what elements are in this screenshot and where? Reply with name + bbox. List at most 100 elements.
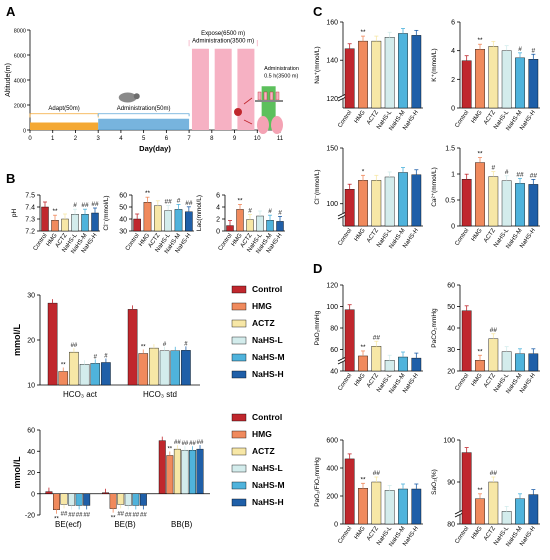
B4-bar-control [47, 302, 58, 386]
B2-ytick-label: 30 [119, 229, 127, 236]
D2-ytick-label: 50 [447, 304, 455, 311]
B2-bar-control [133, 218, 141, 232]
B3-ytick-label: 0 [216, 229, 220, 236]
B4-legend-entry: NaHS-H [252, 369, 284, 379]
C2-significance: ** [477, 37, 483, 44]
B5-bar-nahs-m [189, 449, 196, 494]
a-ytick-label: 6000 [14, 54, 26, 60]
C2-xtick-label: Control [454, 110, 470, 129]
D1-ytick-label: 120 [326, 283, 338, 290]
B5-bar-control [45, 491, 53, 494]
B4-legend-swatch [231, 302, 247, 311]
C3-axis-break-mark [337, 214, 347, 220]
D2-ytick-label: 40 [447, 326, 455, 333]
C4-significance: ## [516, 171, 524, 178]
B2-ytick-label: 40 [119, 217, 127, 224]
B5-ytick-label: 60 [27, 428, 35, 435]
blood-tube-icon [269, 91, 274, 101]
B5-bar-hmg [109, 493, 117, 509]
B4-ylabel: mmol/L [12, 324, 22, 357]
B1-ytick-label: 7.4 [25, 205, 35, 212]
C3-bar-nahs-l [384, 176, 395, 227]
B3-significance: ** [237, 197, 243, 204]
D4-bar-nahs-l [501, 511, 512, 525]
B5-significance: ## [61, 511, 68, 517]
a-admin-short-label: Administration [264, 66, 299, 72]
B3-bar-nahs-l [256, 215, 264, 232]
B4-legend-entry: HMG [252, 301, 272, 311]
B4-legend-swatch [231, 370, 247, 379]
C3-significance: * [362, 168, 365, 175]
B2-significance: # [177, 197, 181, 204]
B2-bar-nahs-h [185, 211, 193, 232]
B4-legend-entry: NaHS-M [252, 352, 285, 362]
B2-significance: ** [145, 190, 151, 197]
B5-significance: ## [182, 441, 189, 447]
B5-legend-swatch [231, 464, 247, 473]
B5-significance: ** [54, 517, 59, 523]
B4-bar-nahs-m [170, 350, 181, 386]
D4-ytick-label: 90 [447, 480, 455, 487]
B5-bar-nahs-h [139, 493, 147, 506]
a-expose-label: Administration(3500 m) [192, 39, 254, 45]
B1-significance: # [73, 202, 77, 209]
C3-axis-break-mark [337, 211, 347, 217]
C1-ylabel: Na⁺(mmol/L) [314, 46, 321, 83]
a-xtick-label: 6 [165, 136, 169, 142]
D3-bar-nahs-l [384, 490, 395, 525]
a-xtick-label: 10 [254, 136, 261, 142]
D3-ytick-label: 200 [326, 494, 338, 501]
C1-xtick-label: Control [337, 110, 353, 129]
B5-category-label: BE(B) [114, 520, 136, 529]
D4-axis-break-mark [454, 509, 464, 515]
D1-axis-break-mark [337, 359, 347, 365]
B4-bar-nahs-l [79, 364, 90, 386]
B5-significance: ** [167, 447, 172, 453]
C4-ytick-label: 0 [451, 224, 455, 231]
panel-label-a: A [6, 4, 16, 19]
D1-bar-nahs-m [398, 356, 408, 372]
C3-bar-control [344, 189, 355, 227]
D1-xtick-label: HMG [354, 372, 367, 387]
C4-bar-nahs-l [501, 180, 512, 227]
C3-bar-hmg [358, 180, 368, 227]
lung-right-icon [271, 116, 283, 134]
D1-xtick-label: Control [337, 373, 353, 392]
D3-xtick-label: Control [337, 526, 353, 545]
a-administration-bracket [97, 113, 190, 117]
D2-xtick-label: Control [454, 373, 470, 392]
D3-bar-control [344, 458, 355, 525]
C2-xtick-label: HMG [471, 109, 484, 124]
C1-ytick-label: 120 [326, 96, 338, 103]
a-ylabel: Altitude(m) [5, 63, 12, 97]
D3-bar-nahs-h [411, 488, 422, 525]
B5-bar-hmg [53, 493, 60, 510]
B5-bar-nahs-l [68, 493, 76, 506]
B5-significance: ## [132, 512, 139, 518]
B5-significance: ** [111, 516, 116, 522]
D4-bar-hmg [475, 498, 485, 525]
D1-ytick-label: 100 [326, 304, 338, 311]
arrow-icon [243, 97, 253, 125]
D4-ytick-label: 80 [447, 522, 455, 529]
B4-legend-swatch [231, 336, 247, 345]
B1-significance: ## [81, 202, 89, 209]
C4-ylabel: Ca²⁺(mmol/L) [431, 167, 438, 207]
B4-bar-hmg [58, 371, 69, 386]
B5-legend-entry: HMG [252, 429, 272, 439]
panel-label-c: C [313, 4, 323, 19]
B5-legend-swatch [231, 413, 247, 422]
B5-bar-nahs-l [124, 493, 132, 506]
blood-drop-icon [234, 108, 242, 116]
a-xtick-label: 5 [142, 136, 146, 142]
B1-bar-nahs-l [71, 213, 79, 232]
a-xtick-label: 9 [233, 136, 237, 142]
D3-significance: ** [360, 476, 366, 483]
C2-ytick-label: 4 [451, 48, 455, 55]
D1-bar-nahs-l [384, 360, 395, 372]
C1-bar-hmg [358, 40, 368, 109]
B4-bar-nahs-h [181, 350, 191, 386]
a-administration-label: Administration(50m) [117, 106, 171, 112]
D3-ytick-label: 0 [334, 522, 338, 529]
